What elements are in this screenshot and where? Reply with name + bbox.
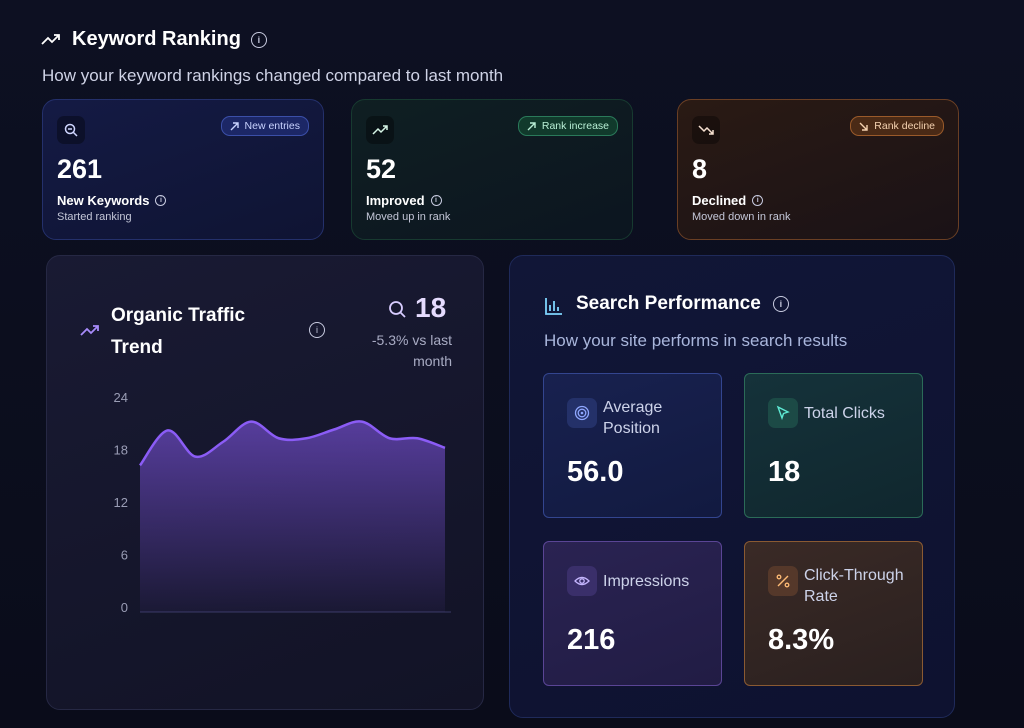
bars-icon [545, 298, 562, 315]
panel-title-row: Search Performance [576, 293, 789, 315]
card-icon [64, 123, 78, 137]
ranking-card: Rank decline 8 Declined Moved down in rank [677, 99, 959, 240]
card-icon [698, 125, 714, 135]
badge-arrow [527, 122, 536, 131]
metric-icon-box [567, 566, 597, 596]
info-icon[interactable] [430, 195, 442, 206]
traffic-value: 18 [415, 292, 447, 323]
traffic-change: -5.3% vs last month [371, 332, 452, 369]
badge: Rank increase [517, 116, 618, 136]
metric-card: Impressions 216 [543, 541, 722, 686]
info-icon[interactable] [309, 322, 325, 338]
card-label: Declined [692, 193, 747, 208]
metric-icon [776, 405, 790, 421]
card-note: Started ranking [57, 211, 132, 223]
metric-card: Total Clicks 18 [744, 373, 923, 518]
card-icon [372, 125, 388, 135]
title-text: Keyword Ranking [72, 28, 241, 50]
metric-value: 56.0 [567, 456, 624, 488]
metric-card: Average Position 56.0 [543, 373, 722, 518]
metric-icon-box [567, 398, 597, 428]
panel-title: Organic Traffic Trend [111, 305, 246, 358]
info-icon[interactable] [772, 295, 789, 312]
metric-value: 18 [768, 456, 801, 488]
badge-arrow [859, 122, 868, 131]
metric-card: Click-Through Rate 8.3% [744, 541, 923, 686]
ranking-card: Rank increase 52 Improved Moved up in rank [351, 99, 633, 240]
metric-icon-box [768, 398, 798, 428]
badge: Rank decline [850, 116, 944, 136]
info-icon[interactable] [155, 195, 167, 206]
info-icon[interactable] [250, 31, 267, 48]
card-icon-box [692, 116, 720, 144]
card-label: Improved [366, 193, 425, 208]
card-icon-box [57, 116, 85, 144]
metric-value: 8.3% [768, 624, 835, 656]
metric-label: Click-Through Rate [804, 567, 904, 605]
ranking-card: New entries 261 New Keywords Started rankin… [42, 99, 324, 240]
card-label-row: Declined [692, 193, 764, 208]
metric-icon [574, 576, 590, 586]
panel-title: Search Performance [576, 293, 761, 314]
metric-label: Impressions [603, 573, 690, 590]
card-label-row: Improved [366, 193, 442, 208]
card-note: Moved down in rank [692, 211, 791, 223]
metric-icon [776, 574, 790, 588]
trend-icon [80, 325, 99, 336]
card-label-row: New Keywords [57, 193, 167, 208]
card-value: 261 [57, 154, 103, 184]
metric-value: 216 [567, 624, 616, 656]
card-value: 8 [692, 154, 708, 184]
card-note: Moved up in rank [366, 211, 451, 223]
metric-icon [574, 405, 590, 421]
badge-text: Rank increase [541, 120, 609, 132]
info-icon[interactable] [752, 195, 764, 206]
badge-arrow [230, 122, 239, 131]
trend-icon [41, 34, 60, 45]
card-icon-box [366, 116, 394, 144]
badge: New entries [220, 116, 309, 136]
badge-text: New entries [244, 120, 300, 132]
metric-label: Average Position [603, 399, 663, 437]
metric-icon-box [768, 566, 798, 596]
card-label: New Keywords [57, 193, 150, 208]
badge-text: Rank decline [874, 120, 935, 132]
panel-subtitle: How your site performs in search results [544, 331, 848, 350]
card-value: 52 [366, 154, 397, 184]
header-subtitle: How your keyword rankings changed compar… [42, 66, 504, 85]
metric-label: Total Clicks [804, 405, 885, 422]
traffic-panel: Organic Traffic Trend 18 -5.3% vs last m… [46, 255, 484, 710]
search-icon [389, 301, 406, 318]
header-title: Keyword Ranking [72, 28, 267, 51]
